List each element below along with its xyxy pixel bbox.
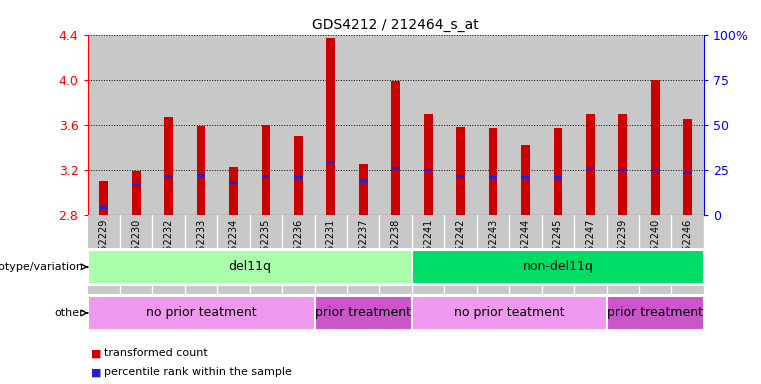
Bar: [229, 181, 238, 184]
Bar: [542, 35, 574, 215]
Bar: [586, 114, 595, 215]
Text: GSM652243: GSM652243: [488, 219, 498, 278]
Text: GSM652246: GSM652246: [683, 219, 693, 278]
Text: GSM652244: GSM652244: [521, 219, 530, 278]
Bar: [651, 169, 660, 171]
Bar: [262, 125, 270, 215]
Bar: [619, 114, 627, 215]
Bar: [391, 167, 400, 170]
Bar: [152, 35, 185, 215]
Bar: [359, 164, 368, 215]
Bar: [639, 35, 671, 215]
Text: no prior teatment: no prior teatment: [146, 306, 256, 319]
Bar: [412, 296, 607, 330]
Text: prior treatment: prior treatment: [607, 306, 703, 319]
Bar: [574, 35, 607, 215]
Bar: [294, 176, 303, 179]
Title: GDS4212 / 212464_s_at: GDS4212 / 212464_s_at: [312, 18, 479, 32]
Text: prior treatment: prior treatment: [315, 306, 411, 319]
Text: GSM652238: GSM652238: [390, 219, 401, 278]
Bar: [424, 169, 432, 171]
Text: GSM652231: GSM652231: [326, 219, 336, 278]
Text: GSM652240: GSM652240: [650, 219, 661, 278]
Bar: [262, 175, 270, 178]
Bar: [489, 176, 498, 179]
Bar: [553, 128, 562, 215]
Bar: [218, 35, 250, 215]
Text: genotype/variation: genotype/variation: [0, 262, 84, 272]
Bar: [294, 136, 303, 215]
Text: GSM652241: GSM652241: [423, 219, 433, 278]
Bar: [489, 128, 498, 215]
Bar: [521, 145, 530, 215]
Bar: [509, 35, 542, 215]
Bar: [250, 35, 282, 215]
Bar: [683, 119, 692, 215]
Text: GSM652237: GSM652237: [358, 219, 368, 278]
Bar: [444, 35, 477, 215]
Bar: [619, 169, 627, 171]
Bar: [477, 35, 509, 215]
Text: GSM652235: GSM652235: [261, 219, 271, 278]
Bar: [553, 176, 562, 179]
Bar: [88, 250, 412, 284]
Bar: [412, 35, 444, 215]
Bar: [683, 171, 692, 174]
Bar: [120, 35, 152, 215]
Text: GSM652245: GSM652245: [553, 219, 563, 278]
Bar: [100, 181, 108, 215]
Bar: [88, 296, 314, 330]
Bar: [196, 174, 205, 177]
Bar: [347, 35, 380, 215]
Text: GSM652232: GSM652232: [164, 219, 174, 278]
Text: del11q: del11q: [228, 260, 271, 273]
Bar: [164, 117, 173, 215]
Text: GSM652234: GSM652234: [228, 219, 238, 278]
Text: no prior teatment: no prior teatment: [454, 306, 565, 319]
Text: GSM652229: GSM652229: [99, 219, 109, 278]
Bar: [88, 35, 120, 215]
Bar: [359, 180, 368, 183]
Bar: [457, 175, 465, 178]
Bar: [164, 175, 173, 178]
Text: other: other: [54, 308, 84, 318]
Bar: [424, 114, 432, 215]
Bar: [196, 126, 205, 215]
Text: non-del11q: non-del11q: [523, 260, 594, 273]
Text: ■: ■: [91, 367, 102, 377]
Bar: [380, 35, 412, 215]
Text: GSM652247: GSM652247: [585, 219, 595, 278]
Bar: [412, 250, 704, 284]
Text: GSM652242: GSM652242: [456, 219, 466, 278]
Bar: [326, 38, 335, 215]
Bar: [314, 296, 412, 330]
Text: transformed count: transformed count: [104, 348, 208, 358]
Bar: [457, 127, 465, 215]
Bar: [132, 183, 141, 186]
Bar: [282, 35, 314, 215]
Text: GSM652236: GSM652236: [294, 219, 304, 278]
Text: percentile rank within the sample: percentile rank within the sample: [104, 367, 292, 377]
Bar: [521, 176, 530, 179]
Bar: [185, 35, 218, 215]
Text: GSM652230: GSM652230: [131, 219, 142, 278]
Text: GSM652239: GSM652239: [618, 219, 628, 278]
Bar: [671, 35, 704, 215]
Bar: [229, 167, 238, 215]
Text: ■: ■: [91, 348, 102, 358]
Text: GSM652233: GSM652233: [196, 219, 206, 278]
Bar: [391, 81, 400, 215]
Bar: [100, 206, 108, 209]
Bar: [132, 171, 141, 215]
Bar: [586, 167, 595, 170]
Bar: [314, 35, 347, 215]
Bar: [607, 35, 639, 215]
Bar: [607, 296, 704, 330]
Bar: [326, 161, 335, 164]
Bar: [651, 80, 660, 215]
